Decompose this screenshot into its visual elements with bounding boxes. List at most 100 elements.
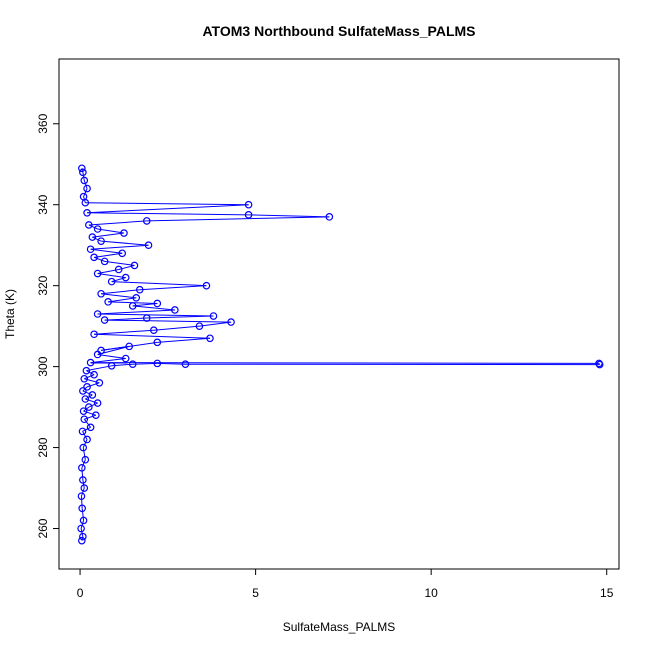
data-point <box>88 233 97 241</box>
x-axis: 0 5 10 15 <box>77 569 614 600</box>
data-point <box>153 338 162 347</box>
data-point <box>79 532 87 541</box>
data-point <box>95 379 104 387</box>
y-tick-label-260: 260 <box>36 518 50 538</box>
series-segment <box>248 214 330 218</box>
series-segment <box>598 363 601 365</box>
series-segment <box>90 358 126 364</box>
data-point <box>595 359 603 368</box>
series-segment <box>101 240 149 246</box>
data-point <box>79 516 88 525</box>
data-point <box>97 346 105 355</box>
series-segment <box>87 212 249 216</box>
data-point <box>93 225 102 233</box>
series-segment <box>84 378 100 384</box>
series-segment <box>90 248 123 254</box>
series-segment <box>104 260 135 266</box>
y-tick-label-280: 280 <box>36 437 50 457</box>
series-segment <box>93 256 105 262</box>
y-tick-label-360: 360 <box>36 113 50 133</box>
data-point <box>125 342 134 351</box>
series-segment <box>104 317 147 321</box>
series-segment <box>86 370 95 376</box>
series-segment <box>83 410 97 416</box>
data-point <box>100 257 109 266</box>
series-lines <box>80 168 601 541</box>
data-point <box>100 316 109 324</box>
series-segment <box>97 313 214 317</box>
series-segment <box>92 232 125 238</box>
data-point <box>93 399 102 407</box>
series-segment <box>94 329 154 335</box>
data-point <box>135 285 144 294</box>
data-point <box>128 302 137 310</box>
data-point <box>132 294 141 302</box>
data-point <box>206 334 214 343</box>
data-point <box>86 423 95 432</box>
data-point <box>79 476 87 484</box>
series-segment <box>132 302 158 307</box>
series-segment <box>82 172 85 181</box>
series-segment <box>101 341 158 351</box>
data-point <box>90 370 98 379</box>
series-segment <box>88 224 98 230</box>
series-segment <box>97 353 126 360</box>
series-segment <box>199 321 232 327</box>
series-segment <box>82 431 88 440</box>
data-point <box>121 354 130 363</box>
series-segment <box>83 418 91 428</box>
data-point <box>78 464 86 472</box>
data-point <box>78 427 87 436</box>
data-point <box>85 403 93 411</box>
data-point <box>244 200 253 209</box>
series-segment <box>92 236 102 242</box>
series-segment <box>157 337 211 343</box>
series-segment <box>146 216 330 222</box>
data-point <box>85 221 93 229</box>
x-tick-label-0: 0 <box>77 586 84 600</box>
data-point <box>78 504 86 513</box>
data-point <box>80 176 89 185</box>
data-point <box>142 217 151 225</box>
series-segment <box>101 293 137 299</box>
series-points <box>77 164 604 545</box>
data-point <box>227 318 235 326</box>
x-axis-label: SulfateMass_PALMS <box>283 620 396 634</box>
data-point <box>78 164 86 173</box>
data-point <box>90 253 98 262</box>
series-segment <box>90 244 149 250</box>
data-point <box>83 184 91 193</box>
data-point <box>83 209 91 217</box>
data-point <box>202 281 211 290</box>
data-point <box>80 415 89 424</box>
series-segment <box>94 252 123 258</box>
data-point <box>78 536 86 545</box>
data-point <box>142 314 151 322</box>
data-point <box>81 455 90 464</box>
series-segment <box>90 362 599 364</box>
data-point <box>79 407 88 415</box>
data-point <box>128 360 137 368</box>
data-point <box>181 360 190 368</box>
data-point <box>118 249 126 258</box>
series-segment <box>85 398 98 404</box>
chart-title: ATOM3 Northbound SulfateMass_PALMS <box>202 23 475 39</box>
series-segment <box>101 289 140 295</box>
data-point <box>79 168 87 177</box>
series-segment <box>82 426 91 432</box>
y-tick-label-320: 320 <box>36 275 50 295</box>
data-point <box>130 261 139 270</box>
series-segment <box>97 309 175 315</box>
data-point <box>82 366 91 375</box>
series-segment <box>81 459 86 469</box>
series-segment <box>84 414 97 420</box>
series-segment <box>85 202 249 206</box>
data-point <box>90 330 98 339</box>
series-segment <box>83 188 88 197</box>
series-segment <box>88 220 147 226</box>
data-point <box>93 310 102 318</box>
series-segment <box>111 281 207 287</box>
data-point <box>97 289 105 298</box>
